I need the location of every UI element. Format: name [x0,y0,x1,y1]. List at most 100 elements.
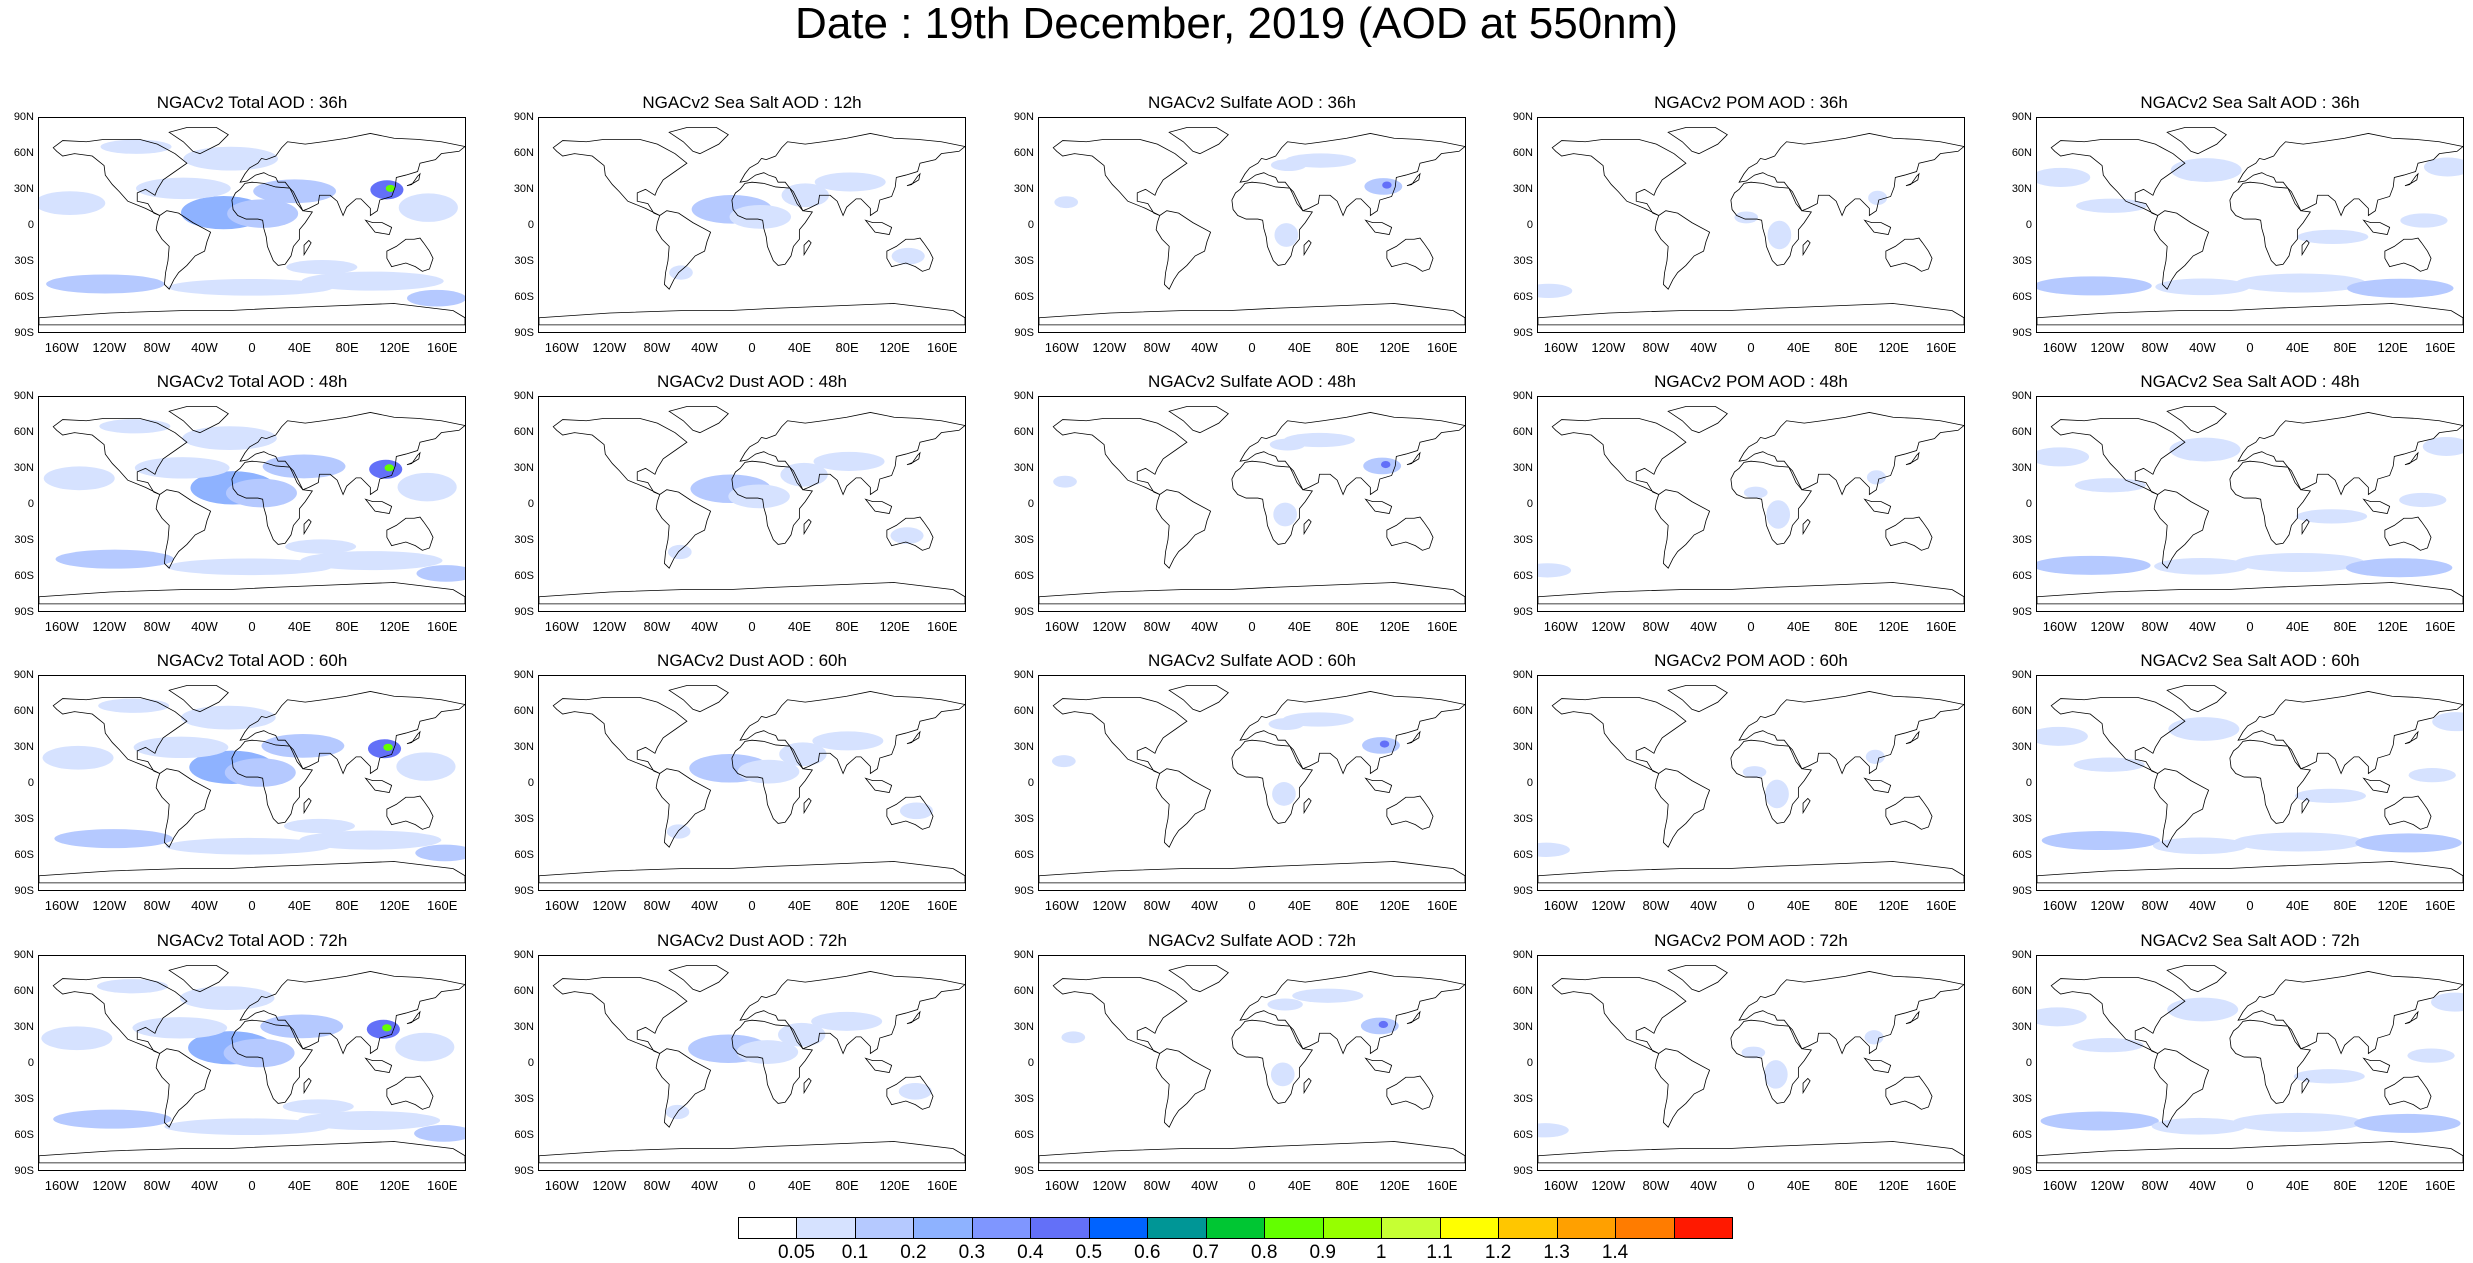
lat-tick-label: 0 [1027,219,1034,231]
lon-tick-label: 0 [1248,1178,1256,1193]
lon-tick-label: 40W [2189,1178,2216,1193]
aod-plume [1053,475,1077,488]
aod-plume [1054,196,1079,209]
lat-tick-label: 60N [513,705,534,717]
coastline [539,303,965,326]
aod-plume [1866,470,1886,485]
panel-title: NGACv2 Dust AOD : 60h [657,651,847,670]
lon-tick-label: 160W [1044,340,1079,355]
aod-plume [1864,1030,1884,1045]
coastline [2362,777,2391,793]
coastline [906,451,921,466]
lat-tick-label: 60N [1013,426,1034,438]
aod-plume [2076,198,2148,213]
lon-tick-label: 80W [643,619,671,634]
coastline [2229,739,2312,824]
aod-plume [182,426,277,451]
aod-plume [898,1082,932,1100]
lon-tick-label: 160E [927,340,958,355]
lat-tick-label: 60S [1513,570,1533,582]
lon-tick-label: 120E [2377,1178,2408,1193]
lon-tick-label: 80W [1143,619,1171,634]
lon-tick-label: 120E [879,340,910,355]
coastline [1155,1048,1212,1128]
panel-title: NGACv2 Sulfate AOD : 36h [1148,93,1356,112]
lat-tick-label: 90S [1513,606,1533,618]
coastline [364,777,393,793]
panel-title: NGACv2 Total AOD : 72h [156,931,348,950]
lon-tick-label: 0 [248,340,256,355]
aod-plume [1274,223,1299,247]
lat-tick-label: 0 [2025,777,2032,789]
coastline [1538,861,1964,884]
aod-plume [2423,157,2463,177]
coastline [906,730,921,745]
lon-tick-label: 120W [2090,898,2125,913]
lon-tick-label: 40E [2285,898,2310,913]
aod-plume [2294,788,2366,803]
lon-tick-label: 40E [287,1178,312,1193]
aod-plume [1061,1031,1086,1044]
aod-plume [165,837,332,855]
colorbar-boxes [738,1217,1733,1239]
lon-tick-label: 120E [379,619,410,634]
world-map [539,127,965,326]
aod-map-panel [38,396,466,612]
lon-tick-label: 40E [1287,619,1312,634]
aod-plume [1378,1020,1389,1029]
lat-tick-label: 0 [1526,219,1533,231]
coastline [1039,861,1465,884]
lat-tick-label: 0 [1027,1057,1034,1069]
lon-tick-label: 40E [1786,340,1811,355]
lon-tick-label: 120E [1878,1178,1909,1193]
coastline [1303,239,1312,257]
aod-plume [1767,220,1792,250]
coastline [886,516,934,551]
lat-tick-label: 60S [1513,849,1533,861]
lat-tick-label: 30S [14,255,34,267]
lon-tick-label: 80E [835,340,859,355]
aod-plume [1272,782,1296,806]
lon-tick-label: 80W [143,898,171,913]
world-map [1039,406,1465,605]
aod-plume [2167,997,2239,1022]
aod-plume [1052,755,1076,768]
coastline [1863,498,1892,514]
coastline [906,1010,921,1025]
coastline [2153,1048,2210,1128]
lat-tick-label: 30S [14,1093,34,1105]
aod-plume [41,1026,113,1051]
lat-tick-label: 60S [14,849,34,861]
lon-tick-label: 120W [92,340,127,355]
coastline [1364,1057,1393,1073]
lat-tick-label: 30N [13,183,34,195]
aod-plume [2037,276,2152,296]
aod-plume [395,1032,455,1062]
aod-plume [53,1109,172,1129]
coastline [364,498,393,514]
coastline [303,797,312,815]
aod-plume [1868,190,1888,206]
lat-tick-label: 90N [513,949,534,961]
lat-tick-label: 60S [1513,291,1533,303]
colorbar-swatch [1673,1217,1733,1239]
coastline [2037,582,2463,605]
aod-map-panel [1537,675,1965,891]
aod-plume [2233,832,2364,852]
lon-tick-label: 40E [2285,1178,2310,1193]
lon-tick-label: 40W [1690,898,1717,913]
lon-tick-label: 40W [2189,340,2216,355]
lon-tick-label: 80W [643,340,671,355]
lon-tick-label: 120E [1878,898,1909,913]
lat-tick-label: 60N [1013,985,1034,997]
coastline [2050,697,2186,774]
lon-tick-label: 0 [1747,340,1755,355]
aod-plume [2037,726,2088,746]
coastline [1386,237,1434,272]
coastline [231,739,314,824]
aod-plume [282,1099,354,1114]
lat-tick-label: 60N [13,985,34,997]
aod-plume [1292,988,1364,1003]
lon-tick-label: 80W [143,1178,171,1193]
lon-tick-label: 120W [592,898,627,913]
